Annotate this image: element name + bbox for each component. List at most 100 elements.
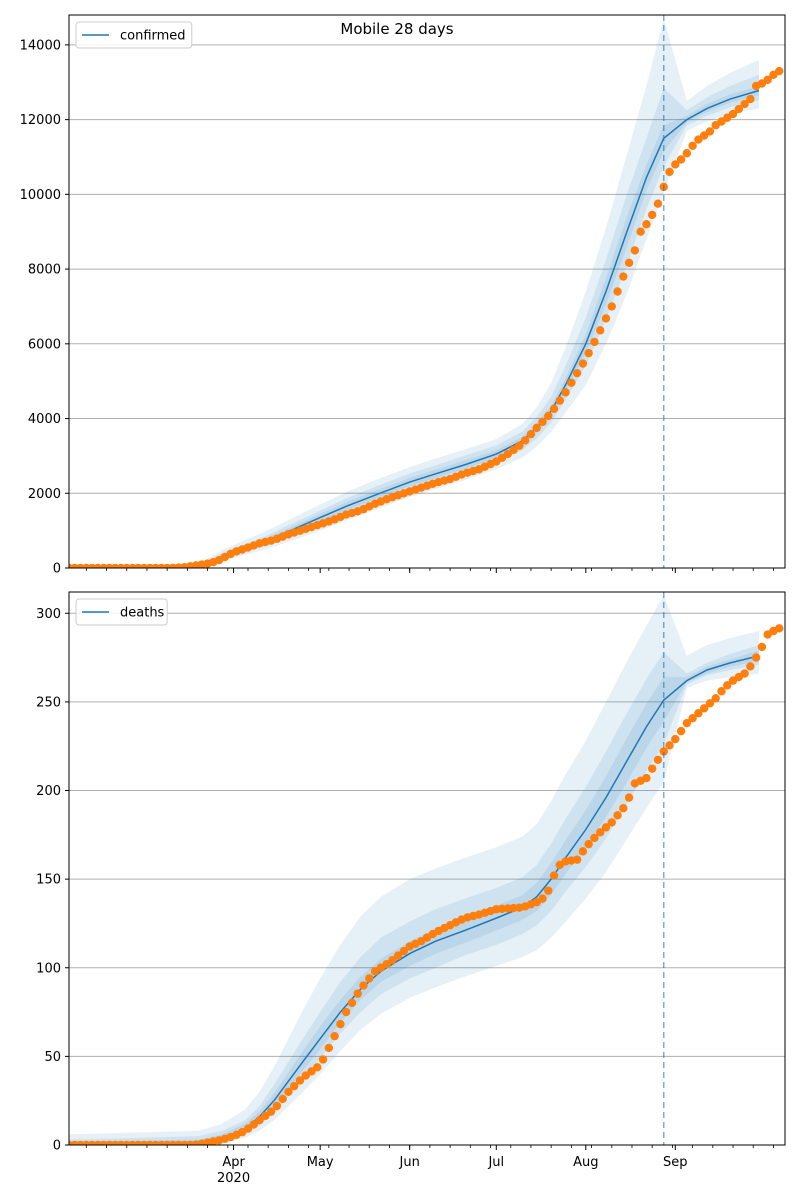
y-tick-label: 100: [36, 961, 61, 976]
plot-area: [69, 595, 784, 1145]
observed-point: [740, 99, 749, 109]
observed-point: [607, 818, 616, 827]
observed-point: [243, 1124, 253, 1133]
observed-point: [653, 755, 663, 764]
legend-label: deaths: [120, 606, 165, 621]
x-tick-label: Aug: [573, 1155, 598, 1170]
observed-point: [584, 839, 593, 849]
observed-point: [295, 1076, 305, 1085]
x-tick-label: Sep: [663, 1155, 688, 1170]
observed-point: [757, 642, 767, 652]
observed-point: [671, 734, 680, 744]
observed-point: [775, 66, 784, 76]
observed-point: [503, 449, 513, 459]
observed-point: [353, 989, 362, 998]
observed-point: [613, 811, 622, 820]
y-tick-label: 0: [53, 1139, 61, 1154]
observed-point: [746, 662, 755, 671]
observed-point: [561, 388, 570, 397]
observed-point: [740, 669, 749, 678]
observed-point: [676, 726, 686, 736]
model-line: [69, 655, 760, 1145]
observed-point: [699, 704, 709, 713]
observed-point: [734, 104, 744, 114]
observed-point: [572, 855, 582, 864]
observed-point: [624, 258, 634, 268]
observed-point: [601, 314, 611, 323]
observed-point: [723, 681, 732, 690]
y-tick-label: 200: [36, 784, 61, 799]
observed-point: [532, 423, 541, 433]
y-tick-label: 50: [44, 1050, 61, 1065]
observed-point: [596, 828, 605, 837]
legend-label: confirmed: [120, 29, 186, 44]
observed-point: [642, 773, 651, 783]
y-tick-label: 250: [36, 695, 61, 710]
observed-point: [272, 1101, 282, 1111]
observed-point: [613, 287, 622, 296]
observed-point: [717, 687, 726, 696]
axes-frame: [68, 591, 786, 1146]
observed-point: [359, 981, 368, 990]
observed-point: [619, 272, 628, 281]
observed-point: [341, 1007, 351, 1017]
legend: confirmed: [75, 21, 193, 49]
observed-point: [255, 1115, 264, 1125]
observed-point: [653, 199, 663, 208]
observed-point: [572, 368, 582, 378]
x-tick-label: Jun: [399, 1155, 420, 1170]
y-tick-label: 150: [36, 873, 61, 888]
observed-point: [249, 1120, 258, 1129]
observed-point: [647, 764, 657, 773]
figure-title: Mobile 28 days: [340, 20, 454, 38]
observed-point: [596, 326, 605, 335]
observed-point: [647, 210, 657, 220]
observed-point: [393, 951, 403, 960]
observed-point: [336, 1019, 345, 1029]
observed-point: [388, 955, 397, 965]
observed-point: [682, 718, 692, 728]
y-tick-label: 0: [53, 562, 61, 577]
observed-point: [544, 886, 553, 895]
x-tick-label: Apr: [222, 1155, 245, 1170]
observed-point: [688, 141, 697, 150]
observed-point: [318, 1055, 328, 1064]
observed-point: [538, 417, 547, 427]
observed-point: [330, 1031, 339, 1041]
observed-point: [555, 396, 565, 405]
observed-point: [324, 1043, 334, 1053]
observed-point: [261, 1111, 270, 1121]
observed-point: [728, 109, 738, 119]
observed-point: [665, 167, 674, 177]
y-tick-label: 10000: [20, 188, 61, 203]
observed-point: [705, 127, 715, 136]
y-tick-label: 14000: [20, 38, 61, 53]
y-tick-label: 4000: [28, 412, 61, 427]
observed-point: [520, 436, 530, 445]
y-tick-label: 2000: [28, 487, 61, 502]
observed-point: [682, 149, 692, 158]
observed-point: [688, 713, 697, 723]
y-tick-label: 300: [36, 607, 61, 622]
observed-point: [746, 94, 755, 104]
x-tick-label: Jul: [487, 1155, 504, 1170]
observed-point: [642, 220, 651, 229]
observed-point: [763, 75, 772, 84]
observed-point: [590, 337, 599, 347]
observed-point: [630, 246, 640, 255]
observed-point: [549, 404, 559, 414]
observed-point: [665, 741, 674, 750]
x-tick-label: May: [307, 1155, 334, 1170]
y-tick-label: 8000: [28, 263, 61, 278]
observed-point: [544, 411, 553, 421]
observed-point: [619, 804, 628, 813]
observed-point: [711, 694, 720, 703]
confirmed-panel: 0 2000 4000 6000 8000 10000 12000 14000 confirme…: [20, 14, 786, 577]
observed-point: [301, 1071, 310, 1080]
y-tick-label: 12000: [20, 113, 61, 128]
observed-point: [266, 1107, 276, 1116]
observed-point: [578, 359, 588, 368]
